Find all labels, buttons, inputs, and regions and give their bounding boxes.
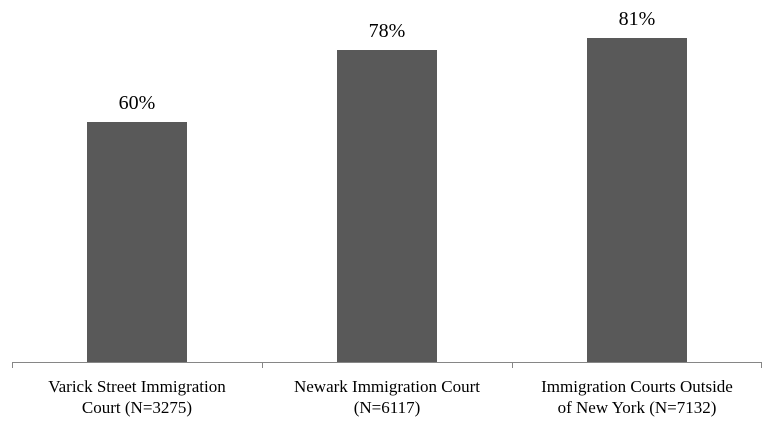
bar-1 [87,122,187,362]
category-label-3-line-2: of New York (N=7132) [558,398,717,417]
bar-3 [587,38,687,362]
bar-2 [337,50,437,362]
category-labels-group: Varick Street Immigration Court (N=3275) N… [48,377,733,417]
category-label-2-line-1: Newark Immigration Court [294,377,480,396]
data-labels-group: 60% 78% 81% [119,8,656,114]
data-label-3: 81% [619,8,656,30]
x-axis [12,362,762,368]
category-label-2-line-2: (N=6117) [354,398,421,417]
category-label-1-line-2: Court (N=3275) [82,398,192,417]
category-label-1-line-1: Varick Street Immigration [48,377,226,396]
data-label-2: 78% [369,20,406,42]
data-label-1: 60% [119,92,156,114]
bars-group [87,38,687,362]
category-label-3-line-1: Immigration Courts Outside [541,377,733,396]
